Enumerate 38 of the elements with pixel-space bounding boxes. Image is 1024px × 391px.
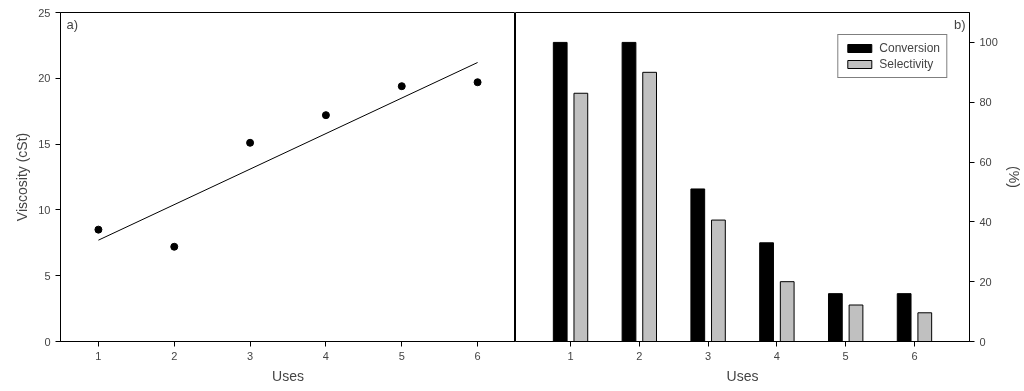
y-axis-title: Viscosity (cSt) (14, 132, 31, 222)
y-tick-label: 0 (44, 335, 51, 348)
x-tick-label: 2 (171, 349, 178, 362)
annotation: a) (66, 16, 79, 32)
x-tick-label: 2 (636, 349, 643, 362)
x-tick-label: 3 (705, 349, 712, 362)
x-tick-label: 5 (842, 349, 849, 362)
x-tick-label: 1 (95, 349, 102, 362)
y-tick-label: 5 (44, 269, 51, 282)
y-tick-label: 10 (38, 203, 51, 216)
x-axis-title: Uses (272, 367, 304, 384)
y2-axis-title: (%) (1005, 166, 1022, 188)
y2-tick-label: 100 (979, 36, 998, 49)
x-tick-label: 6 (911, 349, 918, 362)
point (170, 242, 179, 251)
y-tick-label: 20 (38, 72, 51, 85)
annotation: b) (953, 16, 966, 32)
x-tick-label: 5 (398, 349, 405, 362)
x-axis-title: Uses (726, 367, 759, 384)
y2-tick-label: 0 (979, 335, 986, 348)
point (321, 111, 330, 120)
y2-tick-label: 20 (979, 275, 992, 288)
y2-tick-label: 80 (979, 96, 992, 109)
y-tick-label: 15 (38, 138, 51, 151)
x-tick-label: 1 (567, 349, 574, 362)
y2-tick-label: 40 (979, 215, 992, 228)
point (94, 225, 103, 234)
legend-label: Selectivity (879, 57, 934, 71)
point (246, 138, 255, 147)
x-tick-label: 4 (773, 349, 780, 362)
point (397, 82, 406, 91)
y-tick-label: 25 (38, 6, 51, 19)
y2-tick-label: 60 (979, 156, 992, 169)
x-tick-label: 4 (322, 349, 329, 362)
x-tick-label: 3 (247, 349, 254, 362)
legend-label: Conversion (879, 41, 940, 55)
point (473, 78, 482, 87)
x-tick-label: 6 (474, 349, 481, 362)
